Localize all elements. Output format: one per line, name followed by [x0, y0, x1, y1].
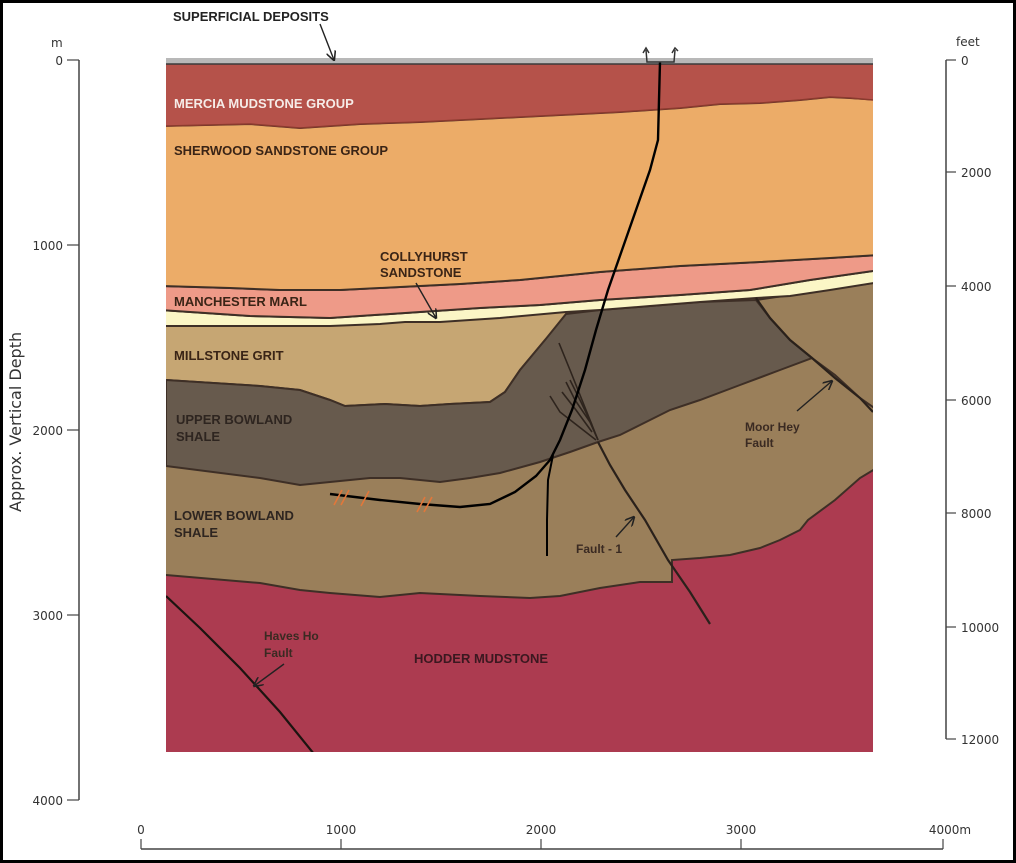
left-tick-1000: 1000 [32, 239, 63, 253]
layer-superficial-deposits [166, 58, 873, 64]
moor-hey-arrow-icon [796, 381, 832, 412]
haves-ho-fault-line [166, 595, 314, 752]
bottom-tick-4000: 4000m [929, 823, 971, 837]
right-tick-10000: 10000 [961, 621, 999, 635]
label-fault-1: Fault - 1 [576, 542, 622, 556]
label-haves-ho-1: Haves Ho [264, 629, 319, 643]
bottom-tick-2000: 2000 [526, 823, 557, 837]
label-moor-hey-1: Moor Hey [745, 420, 800, 434]
label-lower-bowland-2: SHALE [174, 525, 218, 540]
label-upper-bowland-1: UPPER BOWLAND [176, 412, 292, 427]
left-tick-4000: 4000 [32, 794, 63, 808]
label-haves-ho-2: Fault [264, 646, 293, 660]
bottom-distance-axis: 0 1000 2000 3000 4000m [137, 823, 971, 850]
right-tick-0: 0 [961, 54, 969, 68]
label-lower-bowland-1: LOWER BOWLAND [174, 508, 294, 523]
fracture-marks [333, 489, 433, 513]
left-depth-axis: m 0 1000 2000 3000 4000 Approx. Vertical… [6, 36, 80, 808]
moor-hey-fault-line [755, 297, 873, 413]
label-mercia-mudstone: MERCIA MUDSTONE GROUP [174, 96, 354, 111]
label-superficial-deposits: SUPERFICIAL DEPOSITS [173, 9, 329, 24]
label-manchester-marl: MANCHESTER MARL [174, 294, 307, 309]
right-depth-axis: feet 0 2000 4000 6000 8000 10000 12000 [945, 35, 999, 747]
label-millstone-grit: MILLSTONE GRIT [174, 348, 284, 363]
fault-1-arrow-icon [615, 517, 634, 538]
bottom-tick-3000: 3000 [726, 823, 757, 837]
wellhead-icon [642, 46, 679, 63]
layer-mercia-mudstone [166, 64, 873, 128]
right-tick-12000: 12000 [961, 733, 999, 747]
left-axis-title: Approx. Vertical Depth [6, 332, 25, 512]
label-collyhurst-1: COLLYHURST [380, 249, 468, 264]
right-axis-unit: feet [956, 35, 980, 49]
right-tick-2000: 2000 [961, 166, 992, 180]
label-sherwood-sandstone: SHERWOOD SANDSTONE GROUP [174, 143, 388, 158]
left-tick-2000: 2000 [32, 424, 63, 438]
fault-1-line [597, 441, 711, 625]
collyhurst-arrow-icon [415, 282, 436, 318]
mercia-base-contact [166, 96, 873, 129]
left-tick-3000: 3000 [32, 609, 63, 623]
label-moor-hey-2: Fault [745, 436, 774, 450]
left-axis-unit: m [51, 36, 63, 50]
strata-group [166, 58, 873, 752]
left-tick-0: 0 [55, 54, 63, 68]
label-collyhurst-2: SANDSTONE [380, 265, 462, 280]
bottom-tick-0: 0 [137, 823, 145, 837]
label-upper-bowland-2: SHALE [176, 429, 220, 444]
wellbore-sidetrack [546, 454, 554, 556]
label-hodder-mudstone: HODDER MUDSTONE [414, 651, 548, 666]
haves-ho-arrow-icon [254, 663, 285, 686]
right-tick-6000: 6000 [961, 394, 992, 408]
right-tick-4000: 4000 [961, 280, 992, 294]
bottom-tick-1000: 1000 [326, 823, 357, 837]
superficial-arrow-icon [319, 23, 334, 60]
splay-faults [549, 342, 599, 441]
wellbore-path [329, 61, 662, 509]
right-tick-8000: 8000 [961, 507, 992, 521]
